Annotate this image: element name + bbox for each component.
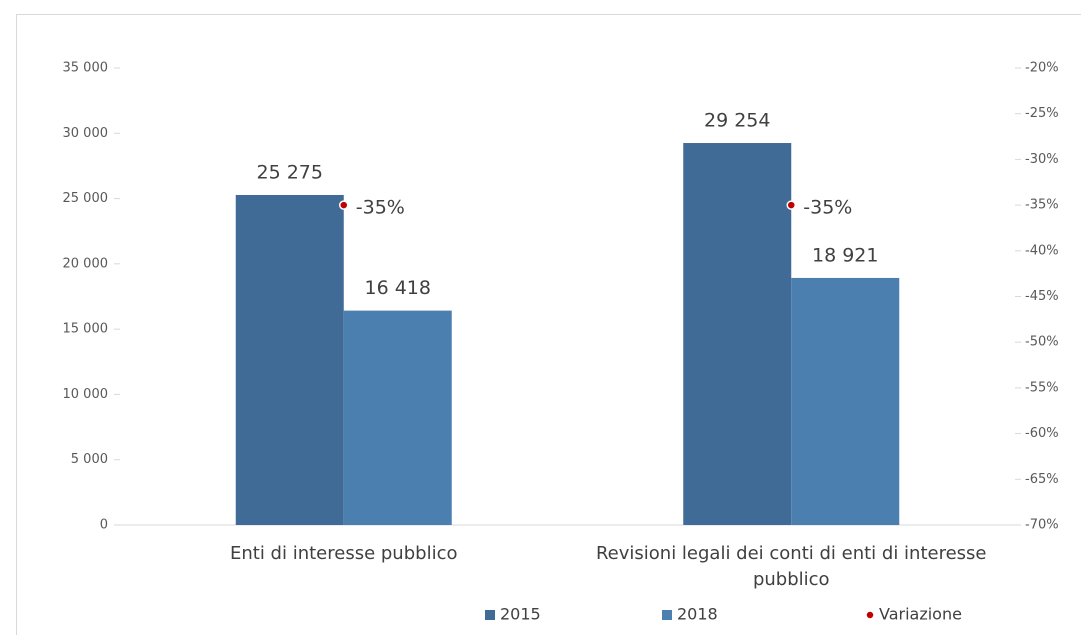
variation-dot (786, 200, 796, 210)
y-tick-label: 20 000 (63, 256, 109, 271)
legend-label: Variazione (879, 605, 962, 624)
y2-tick-label: -30% (1025, 152, 1059, 167)
y-tick-label: 15 000 (63, 322, 109, 337)
chart-frame (16, 14, 1081, 635)
y-tick-label: 0 (100, 518, 108, 533)
y-tick-label: 35 000 (63, 61, 109, 76)
x-tick-label: Revisioni legali dei conti di enti di in… (595, 543, 987, 590)
variation-dot (339, 200, 349, 210)
bar (343, 310, 452, 525)
y-tick-label: 5 000 (71, 452, 108, 467)
y2-tick-label: -55% (1025, 380, 1059, 395)
y2-tick-label: -20% (1025, 61, 1059, 76)
legend-label: 2018 (677, 605, 718, 624)
legend-marker (662, 610, 672, 620)
y2-tick-label: -65% (1025, 472, 1059, 487)
bar (791, 277, 900, 525)
y2-tick-label: -40% (1025, 243, 1059, 258)
y2-tick-label: -25% (1025, 106, 1059, 121)
y2-tick-label: -60% (1025, 426, 1059, 441)
legend-label: 2015 (500, 605, 541, 624)
bar (235, 194, 344, 525)
bar (683, 143, 792, 525)
value-label: -35% (803, 197, 852, 219)
y2-tick-label: -45% (1025, 289, 1059, 304)
value-label: -35% (356, 197, 405, 219)
y-tick-label: 25 000 (63, 191, 109, 206)
legend-marker (865, 610, 875, 620)
value-label: 18 921 (812, 244, 878, 266)
value-label: 25 275 (257, 161, 323, 183)
value-label: 16 418 (365, 277, 431, 299)
legend-marker (485, 610, 495, 620)
y2-tick-label: -50% (1025, 335, 1059, 350)
value-label: 29 254 (704, 110, 770, 132)
y2-tick-label: -35% (1025, 198, 1059, 213)
y-tick-label: 10 000 (63, 387, 109, 402)
y2-tick-label: -70% (1025, 518, 1059, 533)
y-tick-label: 30 000 (63, 126, 109, 141)
x-tick-label: Enti di interesse pubblico (230, 543, 458, 564)
